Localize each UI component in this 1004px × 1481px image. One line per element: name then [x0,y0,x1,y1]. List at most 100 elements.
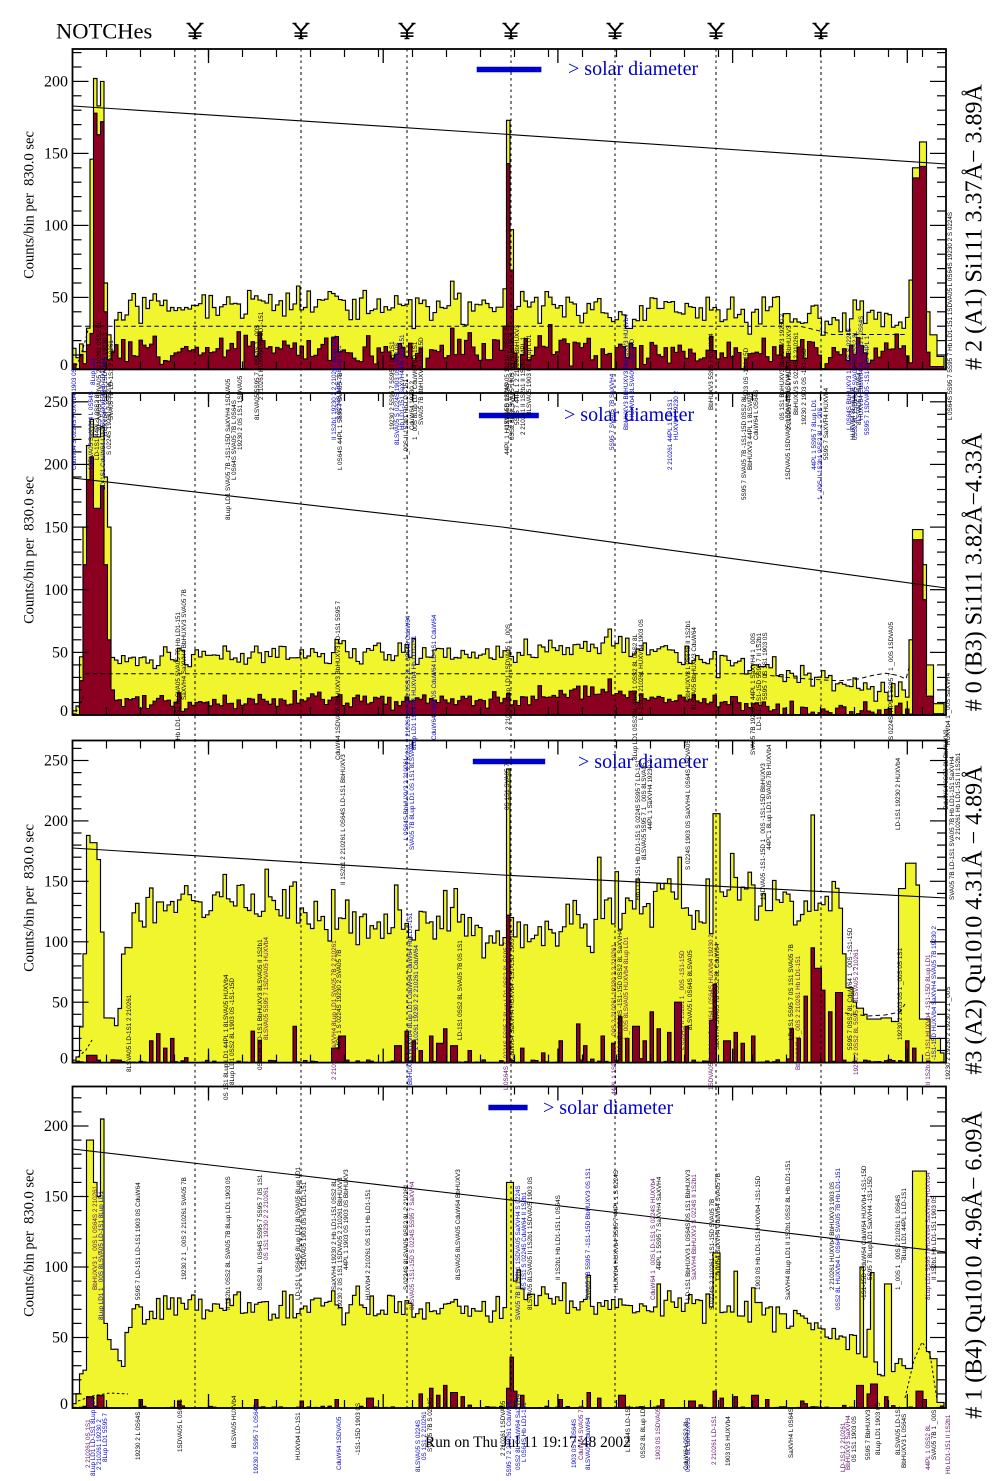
svg-text:CduW64 1903 0S CduW64 LD-1S1 C: CduW64 1903 0S CduW64 LD-1S1 CduW64 [431,614,438,740]
svg-text:2 210261 0S 1S1: 2 210261 0S 1S1 [85,1419,92,1468]
svg-text:Hb LD1-151 Hb LD1-151 S 0224S: Hb LD1-151 Hb LD1-151 S 0224S 5S95 7 LD-… [635,759,642,900]
svg-text:8Lup LD1 0SS2 8L 1903 0S -1S1-: 8Lup LD1 0SS2 8L 1903 0S -1S1-15D [229,978,236,1085]
svg-text:5S95 7 0SS2 8L CduW64 1 _00S -: 5S95 7 0SS2 8L CduW64 1 _00S -1S1-15D [847,927,854,1050]
svg-text:CduW64 SaXVH4 HUXVb4 -1S1-15D: CduW64 SaXVH4 HUXVb4 -1S1-15D 1903 0S [509,929,516,1060]
svg-text:0: 0 [60,357,68,374]
svg-text:SaXVH4 19230 2 Hb LD1-151 0SS2: SaXVH4 19230 2 Hb LD1-151 0SS2 8L [331,1179,338,1290]
svg-text:LD-1S1 CduW64 LD-1S1 SaXVH4 Hb: LD-1S1 CduW64 LD-1S1 SaXVH4 Hb LD1-151 [100,357,107,490]
svg-text:8LSVA05 8LSVA05 II 1S2b1 1SDVA: 8LSVA05 8LSVA05 II 1S2b1 1SDVA05 1903 0S [527,1177,534,1310]
svg-text:1SDVA05 1SDVA05 1SDVA05 1SDVA0: 1SDVA05 1SDVA05 1SDVA05 1SDVA05 [785,366,792,480]
svg-text:L 0S64S BbHUXV3 1 _00S S 0224S: L 0S64S BbHUXV3 1 _00S S 0224S [846,328,853,430]
svg-text:0S 1S1 1903 0S: 0S 1S1 1903 0S [851,1416,858,1462]
svg-text:50: 50 [52,290,68,307]
svg-text:19230 2 5S95 7 5S95 7 0S 1S1: 19230 2 5S95 7 5S95 7 0S 1S1 [389,341,396,430]
svg-text:19230 2 5S95 7 L 0S64S: 19230 2 5S95 7 L 0S64S [253,1404,260,1474]
svg-text:0: 0 [60,1396,68,1413]
svg-text:8LSVA05 S 0224S 1903 0S 1903 0: 8LSVA05 S 0224S 1903 0S 1903 0S [394,343,401,445]
svg-text:HUXVb4 2 210261 0S 1S1 Hb LD1-: HUXVb4 2 210261 0S 1S1 Hb LD1-151 [365,1189,372,1300]
svg-text:19230 2 L 0S64S: 19230 2 L 0S64S [135,1412,142,1460]
svg-text:8LSVA05 5S95 7 1SDVA05 HUXVb4: 8LSVA05 5S95 7 1SDVA05 HUXVb4 [263,936,270,1040]
svg-text:S 0224S 19230 2 0SS2 8L: S 0224S 19230 2 0SS2 8L [106,380,113,455]
svg-text:#3 (A2) Qu1010 4.31Å − 4.89Å: #3 (A2) Qu1010 4.31Å − 4.89Å [962,765,988,1075]
svg-text:0S 1S1 19230 2 2 210261: 0S 1S1 19230 2 2 210261 [263,1186,270,1260]
svg-text:44PL 1 0SS2 8L: 44PL 1 0SS2 8L [925,1424,932,1470]
svg-text:S 0224S 44PL 1 5S95 7 1 _00S 1: S 0224S 44PL 1 5S95 7 1 _00S 1SDVA05 [888,622,895,740]
svg-text:> solar diameter: > solar diameter [578,751,708,773]
svg-text:CduW64 0SS2 8L BbHUXV3: CduW64 0SS2 8L BbHUXV3 [943,729,950,810]
svg-text:LD-1S1 0SS2 8L SVA05 7B 0S 1S1: LD-1S1 0SS2 8L SVA05 7B 0S 1S1 [457,940,464,1040]
svg-text:100: 100 [44,218,68,235]
svg-text:Counts/bin per 830.0 sec: Counts/bin per 830.0 sec [22,476,38,624]
svg-text:19230 2 0SS2 8L 5S95 7 8LSVA05: 19230 2 0SS2 8L 5S95 7 8LSVA05 2 210261 [853,948,860,1075]
svg-text:5S95 7 SaXVH4 HUXVb4: 5S95 7 SaXVH4 HUXVb4 [823,387,830,460]
svg-text:CduW64 SaXVH4 CduW64 SVA05 7B: CduW64 SaXVH4 CduW64 SVA05 7B [715,1173,722,1280]
svg-text:S 0224S 1903 0S SaXVH4 L 0S64S: S 0224S 1903 0S SaXVH4 L 0S64S 1SDVA05 [685,740,692,870]
svg-text:44PL 1 5S95 7 SaXVH4 SaXVH4: 44PL 1 5S95 7 SaXVH4 SaXVH4 [656,1176,663,1270]
svg-text:8LSVA05 CduW64: 8LSVA05 CduW64 [856,372,863,425]
svg-text:L 0S64S LD-1S1: L 0S64S LD-1S1 [625,1404,632,1452]
svg-text:-1S1-15D CduW64 CduW64 HUXVb4: -1S1-15D CduW64 CduW64 HUXVb4 -1S1-15D [861,1165,868,1300]
svg-text:SaXVH4 L 0S64S: SaXVH4 L 0S64S [788,1408,795,1458]
svg-text:150: 150 [44,1189,68,1206]
svg-text:0S 1S1 8Lup LD1 44PL 1 8LSVA05: 0S 1S1 8Lup LD1 44PL 1 8LSVA05 HUXVb4 [223,974,230,1100]
svg-text:BbHUXV3 L 0S64S: BbHUXV3 L 0S64S [901,1414,908,1468]
svg-text:CduW64 1SDVA05 BbHUXV3 BbHUXV3: CduW64 1SDVA05 BbHUXV3 BbHUXV3 LD-1S1 5S… [335,600,342,760]
svg-text:2 210261 HUXVb4 BbHUXV3 1903 0: 2 210261 HUXVb4 BbHUXV3 1903 0S [829,1182,836,1290]
svg-text:8LSVA05 S 0224S: 8LSVA05 S 0224S [415,1420,422,1472]
svg-text:L 0S64S 44PL 1 5S95 7 SVA05 7B: L 0S64S 44PL 1 5S95 7 SVA05 7B [337,373,344,470]
svg-text:L 0S64S BbHUXV3 2 210261: L 0S64S BbHUXV3 2 210261 [403,757,410,840]
svg-text:8LSVA05 5S95 7 L 0S64S 1 _00S: 8LSVA05 5S95 7 L 0S64S 1 _00S [254,325,261,420]
svg-text:0SS2 8L 8LSVA05 1903 0S BbHUXV: 0SS2 8L 8LSVA05 1903 0S BbHUXV3 [509,332,516,440]
svg-text:8LSVA05 8LSVA05 CduW64 BbHUXV3: 8LSVA05 8LSVA05 CduW64 BbHUXV3 [455,1169,462,1280]
svg-text:8LSVA05 1903 0S 8Lup LD1: 8LSVA05 1903 0S 8Lup LD1 [526,334,533,415]
svg-text:2 210261 44PL 1 LD-1S1: 2 210261 44PL 1 LD-1S1 [667,399,674,470]
svg-text:1 _00S 8Lup LD1 CduW64 LD-1S1: 1 _00S 8Lup LD1 CduW64 LD-1S1 [412,341,419,440]
svg-text:SVA05 7B II 1S2b1 1SDVA05 SaXV: SVA05 7B II 1S2b1 1SDVA05 SaXVH4 S 0224S [515,1185,522,1320]
svg-text:19230 2 0S 1S1 1SDVA05: 19230 2 0S 1S1 1SDVA05 [237,375,244,450]
svg-text:II 1S2b1 0SS2 8L SVA05 7B 8Lup: II 1S2b1 0SS2 8L SVA05 7B 8Lup LD1 1903 … [225,1176,232,1310]
svg-text:0S 1S1 BbHUXV3 BbHUXV3 19230 2: 0S 1S1 BbHUXV3 BbHUXV3 19230 2 [779,313,786,420]
svg-text:II 1S2b1 Hb LD1-151 1903 0S: II 1S2b1 Hb LD1-151 1903 0S [931,1196,938,1280]
svg-text:1903 0S -1S1-15D: 1903 0S -1S1-15D [743,347,750,400]
svg-text:8Lup LD1 LD-1S1 8Lup LD1: 8Lup LD1 LD-1S1 8Lup LD1 [90,1396,97,1476]
svg-text:Hb LD1-151 8LSVA05 SVA05 7B Hb: Hb LD1-151 8LSVA05 SVA05 7B Hb LD1-151 [175,612,182,740]
svg-text:8Lup LD1 SVA05 7B -1S1-15D SaX: 8Lup LD1 SVA05 7B -1S1-15D SaXVH4 1SDVA0… [225,378,232,520]
svg-text:8Lup LD1 1903 0S: 8Lup LD1 1903 0S [875,1402,882,1455]
svg-text:S 0224S 2 210261 -1S1-15D SVA0: S 0224S 2 210261 -1S1-15D SVA05 7B [709,1199,716,1310]
svg-text:HUXVb4 8LSVA05 -1S1-15D: HUXVb4 8LSVA05 -1S1-15D [629,338,636,420]
svg-text:HUXVb4 LD-1S1: HUXVb4 LD-1S1 [295,1412,302,1460]
svg-text:19230 2 1 _00S 2 210261 SVA05: 19230 2 1 _00S 2 210261 SVA05 7B [181,1177,188,1280]
svg-text:8LSVA05 BbHUXV3 CduW64: 8LSVA05 BbHUXV3 CduW64 [691,627,698,710]
svg-text:5S95 7 44PL 1 2 210261 BbHUXV3: 5S95 7 44PL 1 2 210261 BbHUXV3 [514,325,521,425]
svg-text:SVA05 7B LD-1S1 2 210261: SVA05 7B LD-1S1 2 210261 [108,340,115,420]
svg-text:5S95 7 BbHUXV3: 5S95 7 BbHUXV3 [865,1409,872,1460]
svg-text:2 210261 19230 2: 2 210261 19230 2 [96,1419,103,1470]
svg-text:250: 250 [44,753,68,770]
svg-text:2 210261 LD-1S1: 2 210261 LD-1S1 [711,1415,718,1465]
svg-text:1 _00S II 1S2b1 0SS2 8L 1 _00S: 1 _00S II 1S2b1 0SS2 8L 1 _00S [817,407,824,500]
svg-text:8Lup LD1 5S95 7 HUXVb4 SaXVH4: 8Lup LD1 5S95 7 HUXVb4 SaXVH4 HUXVb4 [925,1172,932,1300]
svg-text:BbHUXV3 1 _00S 2 210261 Hb LD1: BbHUXV3 1 _00S 2 210261 Hb LD1-151 [795,955,802,1070]
svg-text:SVA05 7B 1 _00S: SVA05 7B 1 _00S [931,1410,938,1460]
svg-text:L 0S64S II 1S2b1 1 _00S -1S1-1: L 0S64S II 1S2b1 1 _00S -1S1-15D [679,950,686,1050]
svg-text:44PL 1 HUXVb4 S 0224S: 44PL 1 HUXVb4 S 0224S [504,383,511,455]
svg-text:-1S1-15D HUXVb4 SaXVH4 SVA05 7: -1S1-15D HUXVb4 SaXVH4 SVA05 7B 19230 2 [931,926,938,1060]
svg-text:Counts/bin per 830.0 sec: Counts/bin per 830.0 sec [22,824,38,972]
svg-text:1903 0S 1SDVA05: 1903 0S 1SDVA05 [655,1407,662,1460]
svg-text:LD-1S1 2 210261 HUXVb4 1903 0S: LD-1S1 2 210261 HUXVb4 1903 0S [638,619,645,720]
svg-text:Run on Thu Jul 11 19:17:48 200: Run on Thu Jul 11 19:17:48 2002 [425,1434,631,1451]
svg-text:8Lup LD1 0SS2 8L 44PL 1 0SS2 8: 8Lup LD1 0SS2 8L 44PL 1 0SS2 8L 0SS2 8L [632,633,639,760]
svg-text:CduW64 SVA05 7B: CduW64 SVA05 7B [578,1405,585,1460]
svg-text:50: 50 [52,645,68,662]
svg-text:8LSVA05 -1S1-15D S 0224S 5S95: 8LSVA05 -1S1-15D S 0224S 5S95 7 SaXVH4 [409,1181,416,1310]
svg-text:2 210261 1SDVA05: 2 210261 1SDVA05 [500,1400,507,1456]
svg-text:200: 200 [44,813,68,830]
svg-text:1SDVA05 SaXVH4 L 0S64S: 1SDVA05 SaXVH4 L 0S64S [88,391,95,470]
svg-text:HUXVb4 CduW64 8LSVA05 L 0S64S: HUXVb4 CduW64 8LSVA05 L 0S64S [858,316,865,420]
svg-text:50: 50 [52,1330,68,1347]
svg-text:# 2 (A1) Si111 3.37Å− 3.89Å: # 2 (A1) Si111 3.37Å− 3.89Å [962,83,988,369]
svg-text:200: 200 [44,1118,68,1135]
svg-text:SaXVH4 SVA05 7B 0SS2 8L CduW64: SaXVH4 SVA05 7B 0SS2 8L CduW64 [714,943,721,1050]
svg-text:SVA05 7B BbHUXV3 -1S1-15D: SVA05 7B BbHUXV3 -1S1-15D [418,337,425,425]
svg-text:Counts/bin per 830.0 sec: Counts/bin per 830.0 sec [22,1169,38,1317]
